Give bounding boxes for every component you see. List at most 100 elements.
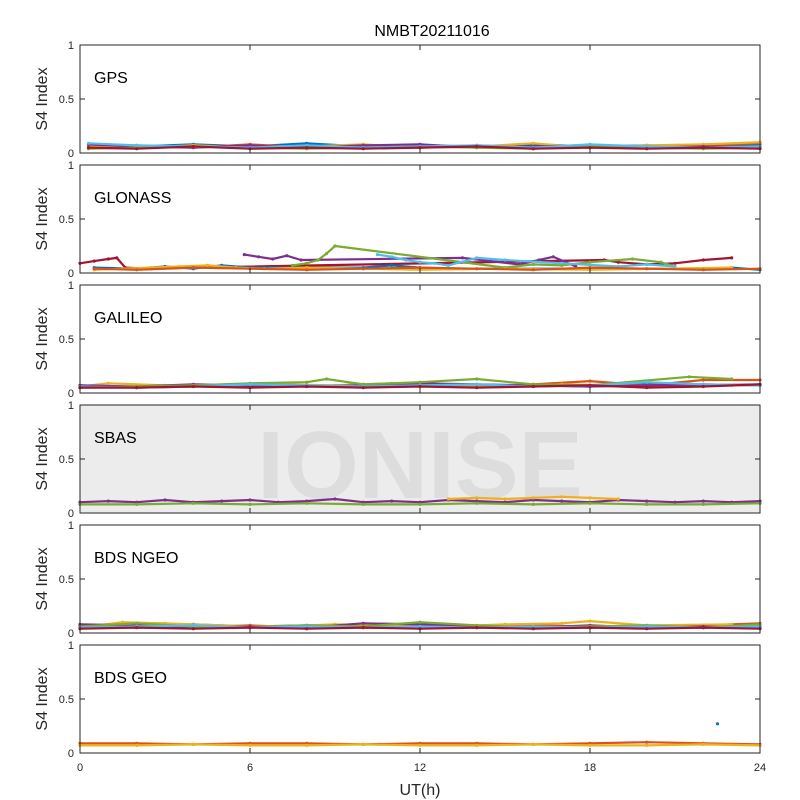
data-point — [475, 267, 479, 271]
data-point — [645, 386, 649, 390]
data-point — [135, 268, 139, 272]
axes-frame — [79, 644, 761, 754]
data-point — [361, 386, 365, 390]
data-point — [551, 255, 555, 259]
data-point — [299, 258, 303, 262]
data-point — [205, 263, 210, 267]
panel-gps: 0 0.5 1 GPS S4 Index — [34, 40, 762, 160]
y-tick-label: 1 — [68, 160, 74, 172]
data-point — [333, 244, 337, 248]
data-point — [191, 742, 195, 747]
data-point — [324, 252, 329, 256]
data-point — [446, 263, 450, 267]
panel-label: BDS NGEO — [94, 550, 178, 567]
y-tick-label: 0 — [68, 628, 74, 640]
y-axis-label: S4 Index — [34, 667, 51, 730]
data-point — [305, 268, 309, 272]
data-point — [531, 496, 535, 500]
data-point — [475, 386, 479, 390]
data-point — [588, 383, 592, 387]
y-tick-label: 1 — [68, 400, 74, 412]
panel-label: BDS GEO — [94, 670, 167, 687]
data-point — [645, 383, 649, 387]
data-point — [475, 256, 479, 260]
data-point — [242, 253, 246, 257]
data-point — [361, 502, 365, 506]
data-point — [531, 141, 535, 145]
data-point — [418, 146, 422, 150]
data-point — [316, 258, 320, 262]
data-point — [305, 143, 309, 147]
data-point — [588, 266, 592, 270]
data-point — [305, 499, 309, 503]
data-point — [135, 621, 139, 625]
data-point — [531, 502, 535, 506]
data-point — [305, 624, 309, 629]
y-tick-label: 1 — [68, 520, 74, 532]
data-point — [418, 743, 422, 748]
data-point — [673, 500, 677, 504]
data-point — [92, 259, 96, 263]
data-point — [106, 381, 110, 385]
axes-frame — [79, 524, 761, 634]
data-point — [390, 263, 394, 267]
data-point — [659, 260, 663, 264]
series-1 — [242, 253, 578, 269]
data-point — [220, 499, 224, 503]
data-point — [271, 257, 275, 261]
data-point — [687, 375, 691, 379]
y-tick-label: 0 — [68, 508, 74, 520]
data-point — [645, 624, 649, 629]
data-point — [324, 377, 329, 381]
data-point — [475, 623, 479, 628]
data-point — [701, 499, 705, 503]
panel-bds-geo: 0 0.5 1 0 6 12 18 24 BDS GEO S4 Index — [34, 640, 766, 774]
data-point — [475, 743, 479, 748]
data-point — [560, 495, 564, 499]
data-point — [673, 264, 677, 269]
data-point — [333, 497, 337, 501]
panel-bds-ngeo: 0 0.5 1 BDS NGEO S4 Index — [34, 520, 762, 640]
panels-group: 0 0.5 1 GPS S4 Index 0 0.5 1 GLONASS S4 Index 0 0.5… — [34, 40, 766, 774]
data-point — [701, 378, 705, 382]
watermark-background — [80, 405, 760, 513]
data-point — [361, 147, 365, 151]
data-point — [361, 626, 365, 630]
data-point — [645, 380, 649, 384]
data-point — [537, 258, 541, 262]
data-point — [361, 500, 365, 504]
data-point — [290, 263, 295, 267]
data-point — [460, 256, 465, 260]
data-point — [163, 498, 167, 502]
data-point — [503, 258, 507, 262]
data-point — [390, 255, 394, 259]
axes-frame — [79, 284, 761, 394]
data-point — [248, 386, 252, 390]
data-point — [418, 266, 422, 270]
data-point — [191, 384, 195, 389]
data-point — [305, 380, 309, 384]
data-point — [588, 626, 592, 630]
y-tick-label: 1 — [68, 280, 74, 292]
data-point — [531, 384, 535, 389]
data-point — [673, 261, 677, 265]
data-point — [248, 498, 252, 502]
y-tick-label: 0.5 — [59, 454, 74, 466]
panel-label: GLONASS — [94, 190, 171, 207]
x-tick-label: 6 — [247, 762, 253, 774]
data-point — [531, 147, 535, 151]
data-point — [475, 382, 479, 386]
data-point — [446, 497, 450, 501]
data-point — [248, 626, 252, 630]
data-point — [475, 499, 479, 503]
data-point — [305, 384, 309, 389]
data-point — [191, 627, 195, 631]
panel-label: GPS — [94, 70, 128, 87]
data-point — [305, 266, 309, 270]
data-point — [361, 621, 365, 625]
data-point — [645, 144, 649, 149]
data-point — [701, 268, 705, 272]
data-point — [135, 502, 139, 506]
data-point — [135, 743, 139, 748]
data-point — [115, 256, 119, 260]
